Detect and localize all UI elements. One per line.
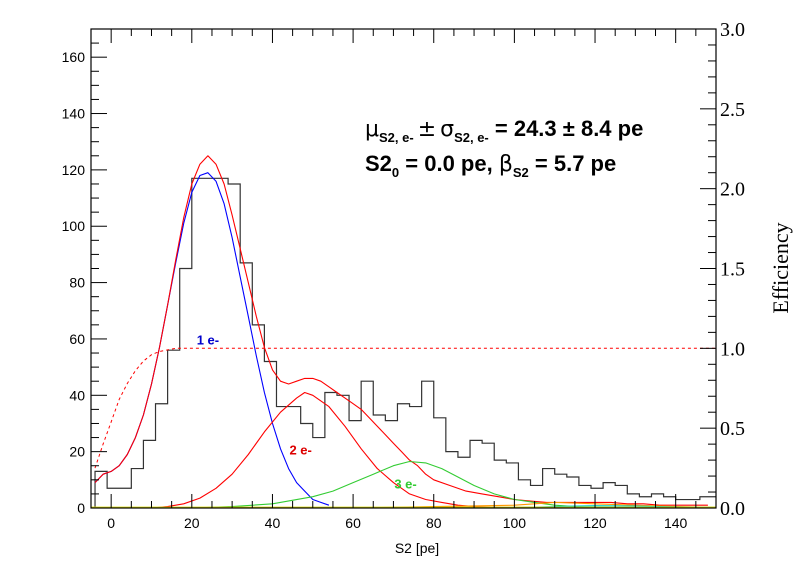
beta-value: = 5.7 pe [529,151,616,176]
sigma-symbol: σ [440,117,454,142]
fit-curve-3 [191,460,636,509]
beta-symbol: β [499,152,513,177]
plot-area [91,155,717,509]
y-tick-label: 160 [62,49,86,65]
annotations: 1 e- 2 e- 3 e- [197,333,417,492]
right-tick-label: 0.5 [720,418,745,440]
x-tick-label: 40 [265,515,281,531]
y-tick-label: 120 [62,162,86,178]
pm-symbol: ± [418,117,436,142]
y-tick-label: 20 [69,444,85,460]
y-tick-label: 60 [69,331,85,347]
sigma-subscript: S2, e- [454,130,489,145]
efficiency-curve [94,347,716,469]
mu-sigma-value: = 24.3 ± 8.4 pe [489,116,644,141]
fit-curve-1 [94,155,708,506]
right-tick-label: 2.5 [720,99,745,121]
x-tick-label: 120 [583,515,607,531]
right-tick-label: 0.0 [720,498,745,520]
right-axis-title: Efficiency [768,222,793,313]
beta-subscript: S2 [513,165,529,180]
component-label: 2 e- [289,442,311,457]
x-tick-label: 140 [664,515,688,531]
right-tick-label: 1.0 [720,338,745,360]
x-axis-title: S2 [pe] [395,540,439,556]
component-label: 1 e- [197,333,219,348]
stats-mu-sigma: μS2, e- ± σS2, e- = 24.3 ± 8.4 pe [365,116,643,145]
y-tick-label: 40 [69,387,85,403]
right-tick-label: 1.5 [720,259,745,281]
mu-symbol: μ [365,117,379,142]
mu-subscript: S2, e- [379,130,414,145]
s2-subscript: 0 [392,165,399,180]
right-tick-label: 2.0 [720,179,745,201]
fit-curve-2 [151,391,523,509]
x-tick-label: 60 [345,515,361,531]
stats-s2-beta: S20 = 0.0 pe, βS2 = 5.7 pe [365,151,616,180]
y-tick-label: 140 [62,106,86,122]
s2-label: S2 [365,151,392,176]
y-tick-label: 80 [69,275,85,291]
y-tick-label: 0 [77,500,85,516]
x-tick-label: 100 [503,515,527,531]
component-label: 3 e- [394,476,416,491]
x-tick-label: 80 [426,515,442,531]
axes: 0 20 40 60 80 100 120 140 0 20 40 60 80 100 120 140 160 0… [62,19,745,531]
y-tick-label: 100 [62,218,86,234]
x-tick-label: 20 [184,515,200,531]
right-tick-label: 3.0 [720,19,745,41]
x-tick-label: 0 [107,515,115,531]
s2-value: = 0.0 pe, [399,151,499,176]
histogram [94,177,716,508]
